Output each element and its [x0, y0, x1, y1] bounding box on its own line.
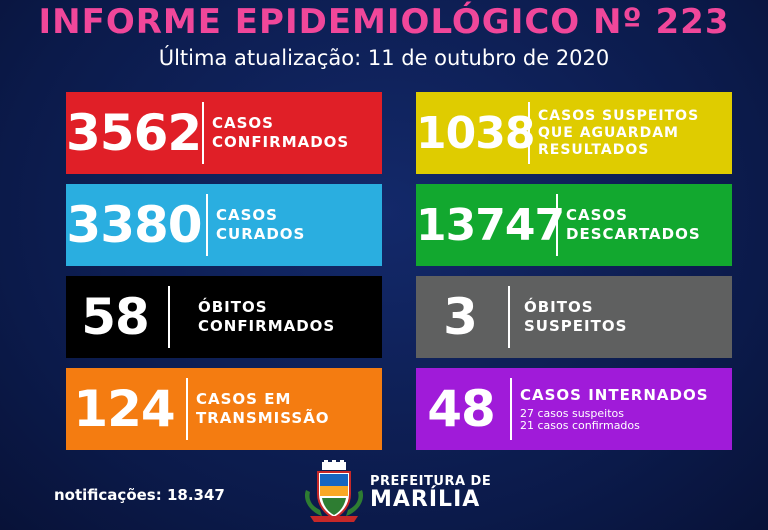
stat-value: 3: [443, 288, 478, 346]
stat-label-line: CASOS SUSPEITOS: [538, 107, 700, 124]
stat-label: CASOS SUSPEITOS QUE AGUARDAM RESULTADOS: [538, 108, 699, 159]
stat-label: CASOS CONFIRMADOS: [212, 114, 349, 152]
stat-label-line: ÓBITOS: [524, 298, 594, 316]
stat-label-line: RESULTADOS: [538, 141, 650, 158]
stat-label-line: CONFIRMADOS: [198, 317, 336, 335]
last-update: Última atualização: 11 de outubro de 202…: [158, 46, 610, 70]
stat-label-line: TRANSMISSÃO: [196, 409, 330, 427]
stat-label-line: CASOS INTERNADOS: [520, 386, 709, 404]
divider: [556, 194, 558, 256]
card-casos-suspeitos: 1038 CASOS SUSPEITOS QUE AGUARDAM RESULT…: [416, 92, 732, 174]
stat-value: 13747: [416, 199, 565, 251]
card-casos-transmissao: 124 CASOS EM TRANSMISSÃO: [66, 368, 382, 450]
prefeitura-label: PREFEITURA DE: [370, 474, 492, 489]
stat-label: CASOS INTERNADOS 27 casos suspeitos 21 c…: [520, 386, 709, 432]
stat-value: 124: [73, 380, 175, 438]
city-name: MARÍLIA: [370, 487, 481, 512]
stat-value: 58: [81, 288, 150, 346]
stat-label-line: CASOS EM: [196, 390, 292, 408]
stat-label-line: ÓBITOS: [198, 298, 268, 316]
stat-value: 1038: [416, 107, 535, 159]
stat-label-line: QUE AGUARDAM: [538, 124, 679, 141]
stat-label-line: CASOS: [216, 206, 278, 224]
stat-value: 48: [427, 380, 496, 438]
divider: [206, 194, 208, 256]
stat-label: CASOS DESCARTADOS: [566, 206, 701, 244]
stat-label-line: DESCARTADOS: [566, 225, 701, 243]
stat-label: ÓBITOS SUSPEITOS: [524, 298, 627, 336]
card-casos-curados: 3380 CASOS CURADOS: [66, 184, 382, 266]
prefeitura-brand: PREFEITURA DE MARÍLIA: [370, 474, 491, 512]
divider: [186, 378, 188, 440]
notificacoes-total: notificações: 18.347: [54, 486, 225, 504]
stat-label-line: CASOS: [212, 114, 274, 132]
divider: [528, 102, 530, 164]
stat-value: 3380: [66, 196, 202, 254]
stat-label-line: CURADOS: [216, 225, 306, 243]
divider: [168, 286, 170, 348]
stat-label: CASOS EM TRANSMISSÃO: [196, 390, 330, 428]
divider: [510, 378, 512, 440]
stat-sublabel: 27 casos suspeitos: [520, 407, 624, 420]
card-obitos-suspeitos: 3 ÓBITOS SUSPEITOS: [416, 276, 732, 358]
divider: [508, 286, 510, 348]
card-obitos-confirmados: 58 ÓBITOS CONFIRMADOS: [66, 276, 382, 358]
page-title: INFORME EPIDEMIOLÓGICO Nº 223: [38, 2, 730, 42]
card-casos-confirmados: 3562 CASOS CONFIRMADOS: [66, 92, 382, 174]
divider: [202, 102, 204, 164]
stat-sublabel: 21 casos confirmados: [520, 419, 640, 432]
coat-of-arms-icon: [300, 460, 368, 524]
stat-label-line: CONFIRMADOS: [212, 133, 350, 151]
card-casos-descartados: 13747 CASOS DESCARTADOS: [416, 184, 732, 266]
card-casos-internados: 48 CASOS INTERNADOS 27 casos suspeitos 2…: [416, 368, 732, 450]
stat-value: 3562: [66, 104, 202, 162]
stat-label: ÓBITOS CONFIRMADOS: [198, 298, 335, 336]
stat-label: CASOS CURADOS: [216, 206, 305, 244]
stat-label-line: SUSPEITOS: [524, 317, 628, 335]
stat-label-line: CASOS: [566, 206, 628, 224]
